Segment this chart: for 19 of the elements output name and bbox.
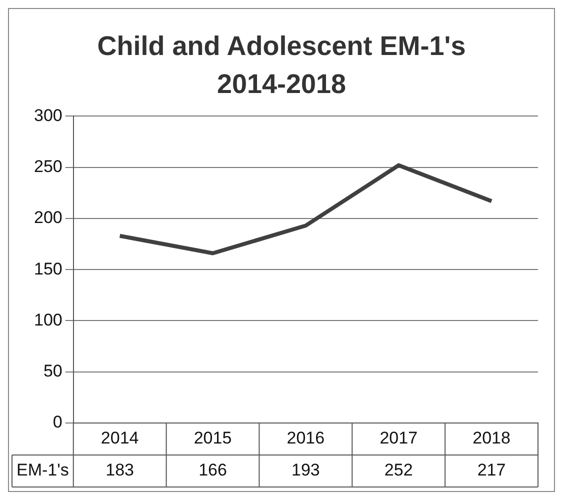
data-label: 166: [198, 460, 227, 480]
data-label: 217: [477, 460, 506, 480]
y-tick-label: 0: [52, 412, 62, 432]
y-tick-label: 100: [34, 310, 62, 330]
x-tick-label: 2017: [380, 428, 418, 448]
y-tick-label: 50: [43, 362, 62, 381]
text: EM-1's: [16, 460, 69, 480]
y-tick-label: 250: [34, 157, 62, 176]
data-label: 183: [106, 460, 134, 480]
x-tick-label: 2018: [472, 428, 510, 448]
y-tick-label: 300: [34, 106, 62, 125]
y-tick-label: 200: [34, 208, 62, 228]
x-tick-label: 2014: [100, 428, 139, 448]
data-label: 252: [384, 460, 413, 480]
x-tick-label: 2015: [194, 428, 232, 448]
y-tick-label: 150: [34, 259, 62, 278]
chart-title: Child and Adolescent EM-1's 2014-2018: [96, 30, 467, 101]
x-tick-label: 2016: [286, 428, 325, 448]
data-label: 193: [291, 460, 320, 480]
